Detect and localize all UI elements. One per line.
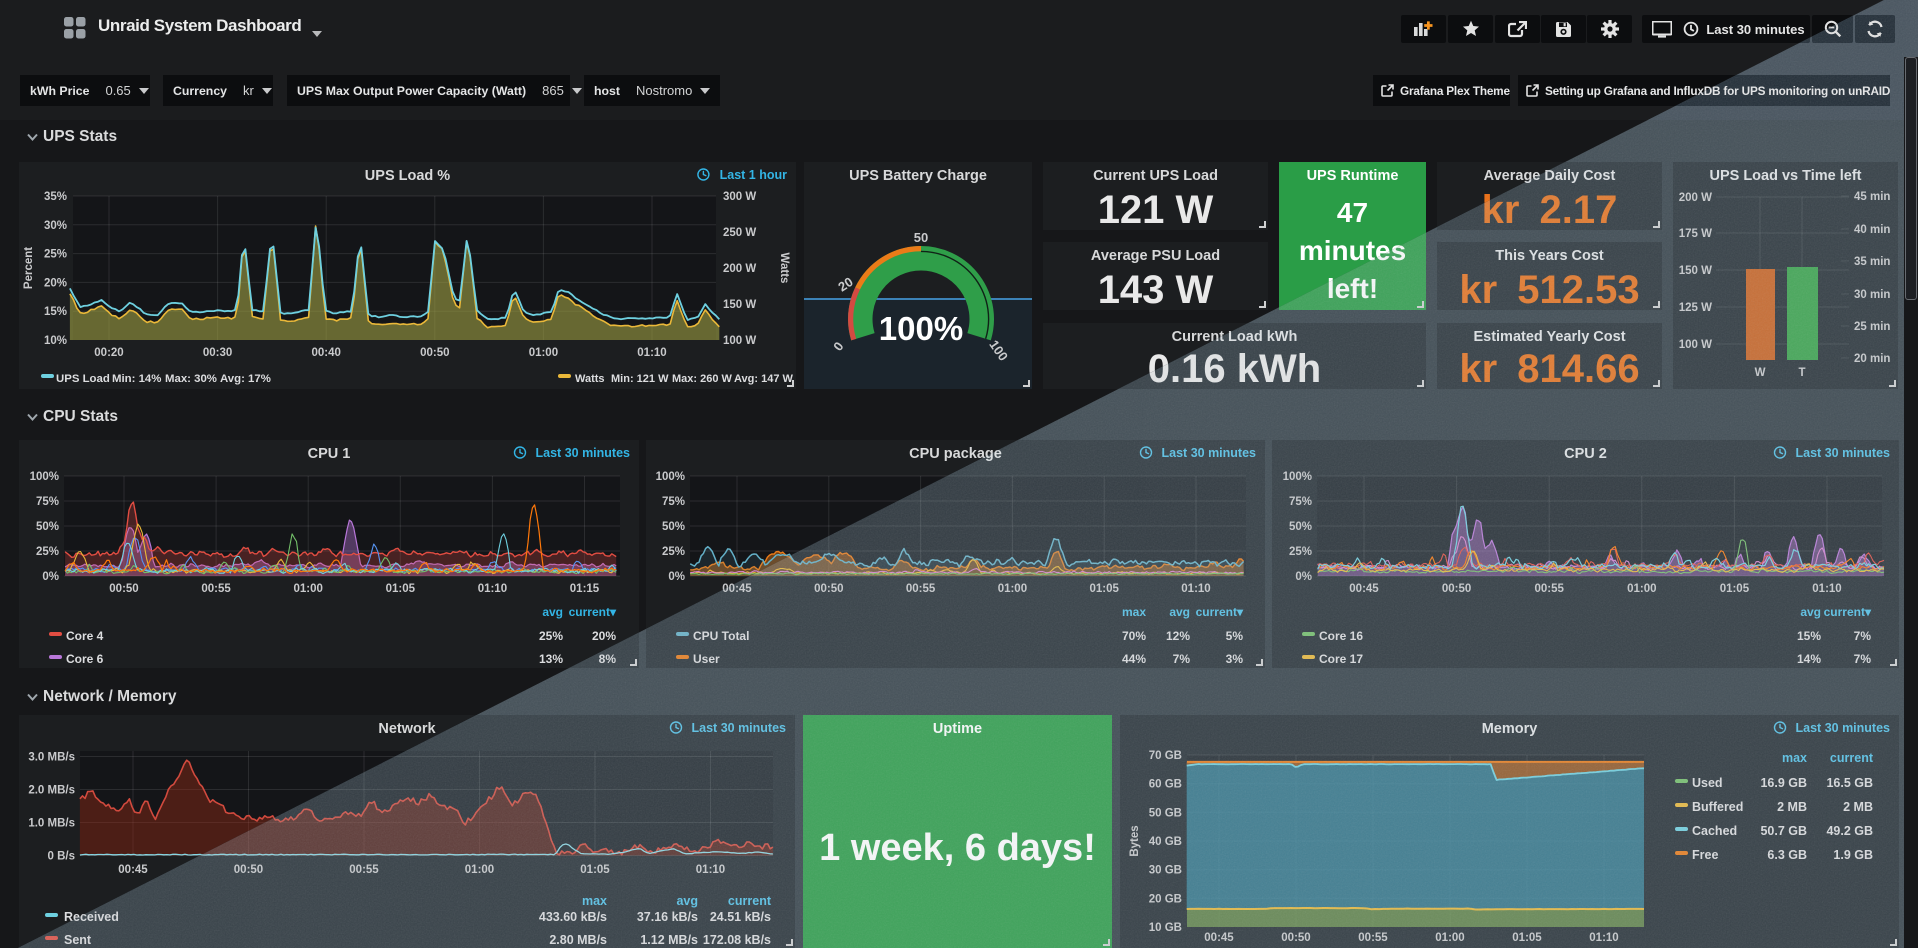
svg-text:25%: 25% — [539, 629, 563, 643]
svg-text:50: 50 — [914, 230, 928, 245]
svg-text:100%: 100% — [656, 471, 685, 483]
svg-text:Network: Network — [378, 721, 436, 737]
svg-text:00:50: 00:50 — [420, 347, 449, 359]
svg-text:01:05: 01:05 — [386, 583, 416, 595]
svg-text:Avg: 17%: Avg: 17% — [220, 373, 271, 385]
svg-text:200 W: 200 W — [723, 263, 756, 275]
svg-text:300 W: 300 W — [723, 191, 756, 203]
svg-text:00:30: 00:30 — [203, 347, 232, 359]
svg-text:Watts: Watts — [575, 373, 605, 385]
svg-text:50%: 50% — [36, 521, 59, 533]
svg-text:avg: avg — [542, 605, 563, 619]
svg-text:0 B/s: 0 B/s — [48, 851, 76, 863]
svg-text:20%: 20% — [592, 629, 616, 643]
svg-text:01:00: 01:00 — [293, 583, 322, 595]
svg-text:35%: 35% — [44, 191, 67, 203]
svg-text:Max: 260 W: Max: 260 W — [672, 373, 733, 385]
svg-text:UPS Battery Charge: UPS Battery Charge — [849, 168, 987, 184]
svg-text:25%: 25% — [36, 546, 59, 558]
svg-text:UPS Load %: UPS Load % — [365, 168, 451, 184]
svg-text:13%: 13% — [539, 652, 563, 666]
svg-text:01:10: 01:10 — [637, 347, 666, 359]
svg-text:Avg: 147 W: Avg: 147 W — [734, 373, 794, 385]
svg-text:current▾: current▾ — [569, 605, 617, 619]
svg-text:50%: 50% — [662, 521, 685, 533]
svg-text:75%: 75% — [662, 496, 685, 508]
svg-text:00:45: 00:45 — [118, 864, 148, 876]
svg-text:00:20: 00:20 — [94, 347, 123, 359]
svg-text:100%: 100% — [879, 310, 963, 347]
svg-text:Last 30 minutes: Last 30 minutes — [536, 446, 631, 460]
svg-text:20%: 20% — [44, 277, 67, 289]
svg-text:150 W: 150 W — [723, 299, 756, 311]
svg-text:75%: 75% — [36, 496, 59, 508]
svg-text:Min: 121 W: Min: 121 W — [611, 373, 669, 385]
svg-text:Max: 30%: Max: 30% — [165, 373, 217, 385]
svg-text:01:15: 01:15 — [570, 583, 600, 595]
svg-text:CPU package: CPU package — [909, 446, 1002, 462]
svg-text:25%: 25% — [662, 546, 685, 558]
svg-text:3.0 MB/s: 3.0 MB/s — [28, 752, 75, 764]
svg-text:01:10: 01:10 — [478, 583, 507, 595]
svg-text:25%: 25% — [44, 249, 67, 261]
svg-text:00:50: 00:50 — [109, 583, 138, 595]
svg-text:100 W: 100 W — [723, 335, 756, 347]
svg-text:01:00: 01:00 — [529, 347, 558, 359]
svg-text:Min: 14%: Min: 14% — [112, 373, 161, 385]
svg-text:Core 4: Core 4 — [66, 629, 104, 643]
svg-text:Core 6: Core 6 — [66, 652, 104, 666]
svg-text:20: 20 — [835, 274, 855, 294]
svg-text:100%: 100% — [30, 471, 59, 483]
svg-text:00:55: 00:55 — [201, 583, 231, 595]
svg-text:15%: 15% — [44, 306, 67, 318]
svg-text:0%: 0% — [42, 571, 59, 583]
svg-text:30%: 30% — [44, 220, 67, 232]
svg-text:0%: 0% — [668, 571, 685, 583]
svg-text:Last 1 hour: Last 1 hour — [720, 168, 788, 182]
svg-text:10%: 10% — [44, 335, 67, 347]
svg-text:UPS Load: UPS Load — [56, 373, 110, 385]
svg-text:250 W: 250 W — [723, 227, 756, 239]
svg-text:00:40: 00:40 — [311, 347, 340, 359]
svg-text:CPU 1: CPU 1 — [308, 446, 351, 462]
svg-text:Watts: Watts — [778, 253, 790, 284]
svg-text:Percent: Percent — [23, 247, 35, 289]
svg-text:2.0 MB/s: 2.0 MB/s — [28, 785, 75, 797]
svg-text:1.0 MB/s: 1.0 MB/s — [28, 818, 75, 830]
